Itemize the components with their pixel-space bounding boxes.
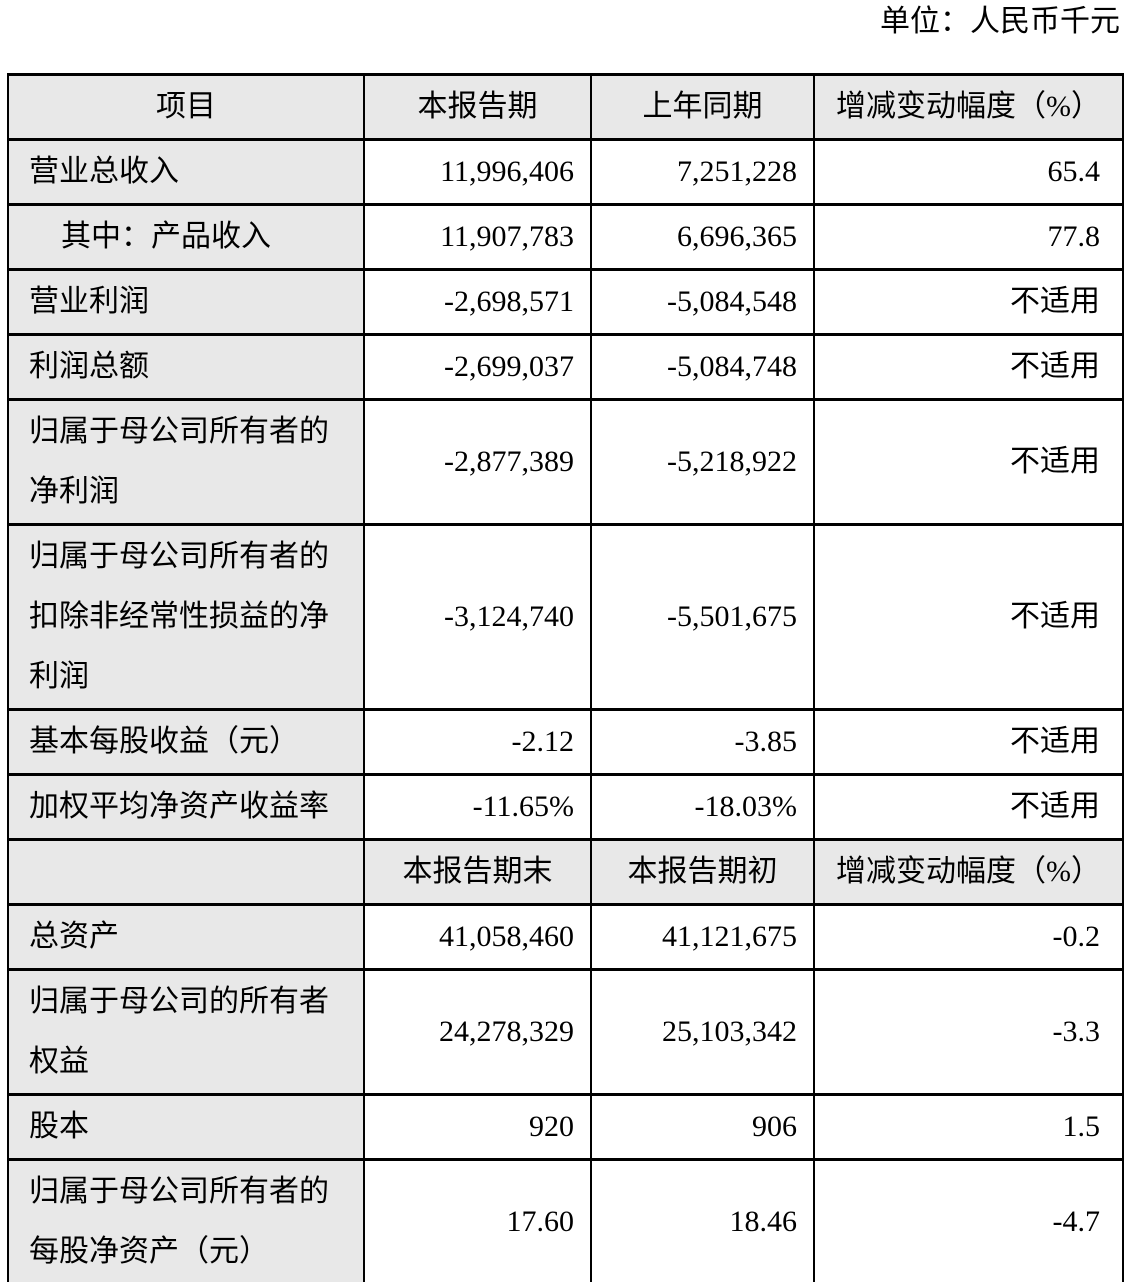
- change-value-cell: 不适用: [813, 333, 1124, 401]
- current-value-cell: -2.12: [363, 708, 592, 776]
- unit-label: 单位：人民币千元: [880, 5, 1120, 38]
- table-row: 归属于母公司所有者的每股净资产（元） 17.60 18.46 -4.7: [7, 1158, 1124, 1282]
- current-value-cell: 11,907,783: [363, 203, 592, 271]
- prior-value-cell: 6,696,365: [590, 203, 815, 271]
- current-value-cell: 17.60: [363, 1158, 592, 1282]
- table-row: 营业总收入 11,996,406 7,251,228 65.4: [7, 138, 1124, 206]
- current-value-cell: -2,877,389: [363, 398, 592, 526]
- column-header-prior: 上年同期: [590, 73, 815, 141]
- table-row: 其中：产品收入 11,907,783 6,696,365 77.8: [7, 203, 1124, 271]
- prior-value-cell: 906: [590, 1093, 815, 1161]
- current-value-cell: 24,278,329: [363, 968, 592, 1096]
- change-value-cell: 不适用: [813, 523, 1124, 711]
- row-label-cell: 利润总额: [7, 333, 365, 401]
- column-header-change: 增减变动幅度（%）: [813, 838, 1124, 906]
- row-label-cell: 总资产: [7, 903, 365, 971]
- prior-value-cell: -5,084,748: [590, 333, 815, 401]
- prior-value-cell: 7,251,228: [590, 138, 815, 206]
- column-header-label: [7, 838, 365, 906]
- table-row: 加权平均净资产收益率 -11.65% -18.03% 不适用: [7, 773, 1124, 841]
- column-header-change: 增减变动幅度（%）: [813, 73, 1124, 141]
- row-label-cell: 营业总收入: [7, 138, 365, 206]
- change-value-cell: -3.3: [813, 968, 1124, 1096]
- change-value-cell: 65.4: [813, 138, 1124, 206]
- row-label-cell: 营业利润: [7, 268, 365, 336]
- prior-value-cell: 41,121,675: [590, 903, 815, 971]
- current-value-cell: -2,699,037: [363, 333, 592, 401]
- prior-value-cell: 18.46: [590, 1158, 815, 1282]
- prior-value-cell: -3.85: [590, 708, 815, 776]
- table-row: 归属于母公司所有者的扣除非经常性损益的净利润 -3,124,740 -5,501,6…: [7, 523, 1124, 711]
- change-value-cell: 不适用: [813, 398, 1124, 526]
- change-value-cell: 不适用: [813, 773, 1124, 841]
- table-row: 归属于母公司的所有者权益 24,278,329 25,103,342 -3.3: [7, 968, 1124, 1096]
- current-value-cell: 41,058,460: [363, 903, 592, 971]
- prior-value-cell: -5,084,548: [590, 268, 815, 336]
- current-value-cell: -3,124,740: [363, 523, 592, 711]
- header-row: 项目 本报告期 上年同期 增减变动幅度（%）: [7, 73, 1124, 141]
- prior-value-cell: -18.03%: [590, 773, 815, 841]
- row-label-cell: 加权平均净资产收益率: [7, 773, 365, 841]
- row-label-cell: 归属于母公司所有者的每股净资产（元）: [7, 1158, 365, 1282]
- current-value-cell: 920: [363, 1093, 592, 1161]
- prior-value-cell: 25,103,342: [590, 968, 815, 1096]
- table-row: 基本每股收益（元） -2.12 -3.85 不适用: [7, 708, 1124, 776]
- financial-summary-table: 项目 本报告期 上年同期 增减变动幅度（%） 营业总收入 11,996,406 7,251,…: [7, 73, 1124, 1282]
- row-label-cell: 归属于母公司所有者的扣除非经常性损益的净利润: [7, 523, 365, 711]
- change-value-cell: 1.5: [813, 1093, 1124, 1161]
- change-value-cell: -4.7: [813, 1158, 1124, 1282]
- column-header-label: 项目: [7, 73, 365, 141]
- table-row: 股本 920 906 1.5: [7, 1093, 1124, 1161]
- current-value-cell: -2,698,571: [363, 268, 592, 336]
- table-row: 利润总额 -2,699,037 -5,084,748 不适用: [7, 333, 1124, 401]
- current-value-cell: 11,996,406: [363, 138, 592, 206]
- row-label-cell: 基本每股收益（元）: [7, 708, 365, 776]
- column-header-prior: 本报告期初: [590, 838, 815, 906]
- prior-value-cell: -5,501,675: [590, 523, 815, 711]
- header-row: 本报告期末 本报告期初 增减变动幅度（%）: [7, 838, 1124, 906]
- table-row: 总资产 41,058,460 41,121,675 -0.2: [7, 903, 1124, 971]
- current-value-cell: -11.65%: [363, 773, 592, 841]
- prior-value-cell: -5,218,922: [590, 398, 815, 526]
- table-row: 营业利润 -2,698,571 -5,084,548 不适用: [7, 268, 1124, 336]
- row-label-cell: 归属于母公司所有者的净利润: [7, 398, 365, 526]
- column-header-current: 本报告期末: [363, 838, 592, 906]
- change-value-cell: 77.8: [813, 203, 1124, 271]
- table-row: 归属于母公司所有者的净利润 -2,877,389 -5,218,922 不适用: [7, 398, 1124, 526]
- row-label-cell: 归属于母公司的所有者权益: [7, 968, 365, 1096]
- row-label-cell: 其中：产品收入: [7, 203, 365, 271]
- change-value-cell: 不适用: [813, 268, 1124, 336]
- change-value-cell: -0.2: [813, 903, 1124, 971]
- column-header-current: 本报告期: [363, 73, 592, 141]
- row-label-cell: 股本: [7, 1093, 365, 1161]
- change-value-cell: 不适用: [813, 708, 1124, 776]
